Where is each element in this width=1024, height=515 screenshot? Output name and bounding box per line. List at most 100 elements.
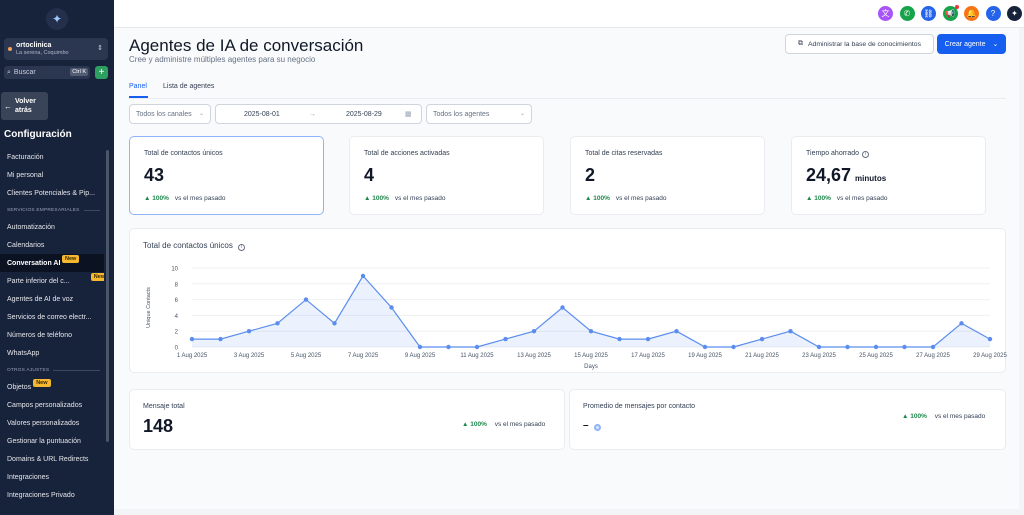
horizontal-scrollbar[interactable]	[114, 509, 1019, 515]
x-tick-label: 13 Aug 2025	[517, 353, 551, 359]
sidebar-item[interactable]: Mi personal	[0, 166, 104, 184]
external-link-icon: ⧉	[798, 40, 804, 47]
manage-knowledge-base-button[interactable]: ⧉ Administrar la base de conocimientos	[785, 34, 934, 54]
tab-agent-list[interactable]: Lista de agentes	[163, 83, 215, 90]
sidebar-item[interactable]: Calendarios	[0, 236, 104, 254]
stat-value-number: 24,67	[806, 165, 852, 185]
y-tick-label: 0	[175, 346, 179, 352]
arrow-right-icon: →	[309, 111, 316, 118]
page-title: Agentes de IA de conversación	[129, 36, 364, 55]
page-scrollbar[interactable]	[1019, 28, 1024, 515]
profile-logo-icon[interactable]: ✦	[1007, 6, 1022, 21]
top-bar: 文 ✆ ⛓ 📢 🔔? ✦	[114, 0, 1024, 28]
config-title: Configuración	[4, 129, 72, 140]
bell-icon[interactable]: 🔔	[964, 6, 979, 21]
tab-panel[interactable]: Panel	[129, 83, 147, 90]
main-content: Agentes de IA de conversación Cree y adm…	[114, 28, 1019, 515]
sidebar-item[interactable]: Objetos New	[0, 378, 104, 396]
sidebar-item[interactable]: Integraciones	[0, 468, 104, 486]
phone-icon[interactable]: ✆	[899, 6, 915, 21]
date-range-picker[interactable]: 2025-08-01 → 2025-08-29 ▦	[215, 104, 422, 124]
total-messages-change: ▲ 100% vs el mes pasado	[462, 421, 545, 428]
arrow-left-icon: ←	[4, 101, 12, 111]
stat-value: 2	[585, 165, 595, 186]
stat-card[interactable]: Total de contactos únicos 43 ▲ 100% vs el m…	[129, 136, 324, 215]
data-point	[218, 336, 223, 342]
app-logo-icon[interactable]: ✦	[46, 8, 68, 30]
sidebar-item[interactable]: Valores personalizados	[0, 414, 104, 432]
sidebar-item-label: Servicios de correo electr...	[7, 313, 92, 321]
new-badge: New	[33, 379, 51, 387]
data-point	[503, 336, 508, 342]
sidebar-item[interactable]: Servicios de correo electr...	[0, 308, 104, 326]
sidebar-scrollbar[interactable]	[106, 150, 109, 442]
chevron-down-icon: ⌄	[519, 111, 525, 117]
sidebar-item[interactable]: Domains & URL Redirects	[0, 450, 104, 468]
x-tick-label: 29 Aug 2025	[973, 353, 1007, 359]
stat-card[interactable]: Tiempo ahorrado i 24,67 minutos ▲ 100% vs el …	[791, 136, 986, 215]
sidebar-item-label: Agentes de AI de voz	[7, 295, 74, 303]
change-percent: 100%	[814, 195, 831, 202]
data-point	[759, 336, 765, 342]
change-text: vs el mes pasado	[934, 413, 986, 420]
data-point	[332, 321, 337, 326]
x-tick-label: 3 Aug 2025	[234, 353, 265, 359]
stat-card[interactable]: Total de citas reservadas 2 ▲ 100% vs el me…	[570, 136, 765, 215]
stat-card[interactable]: Total de acciones activadas 4 ▲ 100% vs el …	[349, 136, 544, 215]
quick-add-button[interactable]: +	[95, 66, 108, 79]
sidebar-item[interactable]: Automatización	[0, 218, 104, 236]
data-point	[731, 344, 736, 350]
sidebar-item[interactable]: Integraciones Privado	[0, 486, 104, 504]
sidebar-item[interactable]: Campos personalizados	[0, 396, 104, 414]
x-tick-label: 9 Aug 2025	[405, 353, 436, 359]
translate-icon[interactable]: 文	[878, 6, 893, 21]
link-icon[interactable]: ⛓	[921, 6, 936, 21]
sidebar-item[interactable]: Números de teléfono	[0, 326, 104, 344]
data-point	[959, 321, 964, 326]
help-icon[interactable]: ?	[985, 6, 1001, 21]
sidebar-item-label: Objetos	[7, 383, 32, 391]
change-text: vs el mes pasado	[494, 421, 546, 428]
data-point	[702, 344, 708, 350]
change-percent: 100%	[593, 195, 610, 202]
change-percent: 100%	[372, 195, 389, 202]
data-point	[645, 336, 651, 342]
sidebar-item[interactable]: WhatsApp	[0, 344, 104, 362]
data-point	[845, 344, 850, 350]
create-agent-button[interactable]: Crear agente ⌄	[937, 34, 1006, 54]
avg-messages-card: Promedio de mensajes por contacto – ▲ 10…	[569, 389, 1006, 450]
sidebar-item-label: WhatsApp	[7, 349, 40, 357]
data-point	[446, 344, 451, 350]
info-icon[interactable]: i	[862, 151, 870, 158]
avg-messages-label: Promedio de mensajes por contacto	[583, 403, 696, 410]
sidebar-item[interactable]: Parte inferior del c... New	[0, 272, 104, 290]
avg-messages-value: –	[583, 420, 589, 431]
sidebar-item[interactable]: Gestionar la puntuación	[0, 432, 104, 450]
sidebar-item[interactable]: Clientes Potenciales & Pip...	[0, 184, 104, 202]
sidebar-item-label: Gestionar la puntuación	[7, 437, 81, 445]
account-switcher[interactable]: ortoclinica La serena, Coquimbo ⇕	[4, 38, 108, 60]
x-tick-label: 23 Aug 2025	[802, 353, 836, 359]
sidebar-item-label: Parte inferior del c...	[7, 277, 70, 285]
back-label-line2: atrás	[15, 107, 32, 114]
sidebar-item[interactable]: Facturación	[0, 148, 104, 166]
stat-change: ▲ 100% vs el mes pasado	[364, 195, 445, 202]
sidebar-search[interactable]: ⌕ Buscar Ctrl K	[4, 66, 90, 79]
agent-filter-select[interactable]: Todos los agentes ⌄	[426, 104, 532, 124]
chevron-down-icon: ⌄	[198, 111, 204, 117]
channel-filter-select[interactable]: Todos los canales ⌄	[129, 104, 211, 124]
stat-value: 4	[364, 165, 374, 186]
data-point	[417, 344, 423, 350]
stat-label-text: Total de citas reservadas	[585, 150, 663, 157]
back-label-line1: Volver	[15, 98, 36, 105]
megaphone-icon[interactable]: 📢	[942, 5, 959, 21]
sidebar-item[interactable]: Conversation AI New	[0, 254, 104, 272]
trend-up-icon: ▲	[806, 195, 815, 202]
menu-section-header: SERVICIOS EMPRESARIALES	[0, 202, 104, 218]
back-button[interactable]: ← Volver atrás	[1, 92, 48, 120]
sidebar-item[interactable]: Agentes de AI de voz	[0, 290, 104, 308]
stat-label: Tiempo ahorrado i	[806, 150, 870, 158]
stat-label: Total de citas reservadas	[585, 150, 662, 157]
trend-up-icon: ▲	[585, 195, 594, 202]
info-icon[interactable]: i	[238, 244, 246, 251]
